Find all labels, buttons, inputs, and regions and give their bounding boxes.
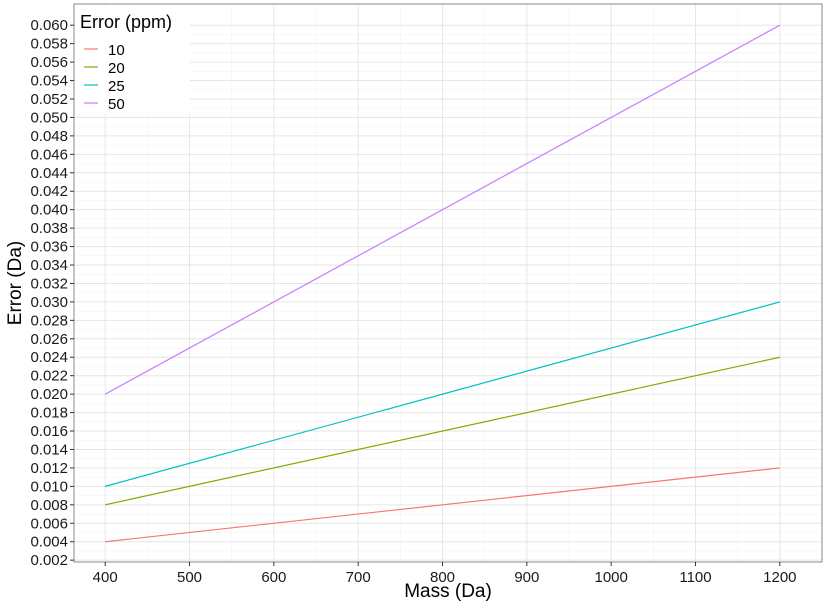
x-tick-label: 900 (514, 569, 539, 586)
y-tick-label: 0.002 (30, 552, 68, 569)
x-tick-label: 800 (430, 569, 455, 586)
y-tick-label: 0.054 (30, 73, 68, 90)
y-tick-label: 0.040 (30, 202, 68, 219)
y-tick-label: 0.012 (30, 460, 68, 477)
y-tick-label: 0.016 (30, 423, 68, 440)
y-tick-label: 0.018 (30, 405, 68, 422)
y-tick-label: 0.004 (30, 534, 68, 551)
legend-label-25: 25 (108, 78, 125, 95)
y-tick-label: 0.010 (30, 478, 68, 495)
y-tick-label: 0.006 (30, 515, 68, 532)
legend-background (76, 6, 190, 114)
y-tick-label: 0.028 (30, 312, 68, 329)
y-tick-label: 0.030 (30, 294, 68, 311)
y-tick-label: 0.014 (30, 441, 68, 458)
y-tick-label: 0.048 (30, 128, 68, 145)
y-tick-label: 0.008 (30, 497, 68, 514)
y-tick-label: 0.050 (30, 109, 68, 126)
y-tick-label: 0.042 (30, 183, 68, 200)
legend-title: Error (ppm) (80, 12, 172, 32)
x-tick-label: 1100 (679, 569, 711, 586)
y-axis-title: Error (Da) (5, 241, 26, 325)
y-tick-label: 0.038 (30, 220, 68, 237)
x-tick-label: 600 (261, 569, 286, 586)
x-tick-label: 700 (346, 569, 371, 586)
x-tick-label: 1200 (763, 569, 796, 586)
x-tick-label: 500 (177, 569, 202, 586)
y-tick-label: 0.034 (30, 257, 68, 274)
y-tick-label: 0.032 (30, 275, 68, 292)
y-tick-label: 0.044 (30, 165, 68, 182)
grid-lines (74, 4, 822, 562)
legend-label-20: 20 (108, 60, 125, 77)
y-tick-label: 0.058 (30, 36, 68, 53)
y-tick-label: 0.060 (30, 17, 68, 34)
legend-label-50: 50 (108, 96, 125, 113)
y-tick-label: 0.036 (30, 239, 68, 256)
y-tick-label: 0.052 (30, 91, 68, 108)
y-tick-label: 0.046 (30, 146, 68, 163)
series-line-50 (104, 24, 781, 395)
y-tick-label: 0.056 (30, 54, 68, 71)
series-lines (104, 24, 781, 543)
x-axis-title: Mass (Da) (404, 581, 492, 602)
legend-label-10: 10 (108, 42, 125, 59)
series-line-25 (105, 301, 780, 487)
y-tick-label: 0.020 (30, 386, 68, 403)
series-line-10 (105, 467, 780, 543)
series-line-20 (105, 356, 780, 506)
x-tick-label: 400 (93, 569, 118, 586)
x-tick-label: 1000 (594, 569, 627, 586)
y-tick-label: 0.026 (30, 331, 68, 348)
y-tick-label: 0.024 (30, 349, 68, 366)
y-tick-label: 0.022 (30, 368, 68, 385)
x-axis: 400 500 600 700 800 900 1000 1100 1200 (93, 562, 797, 586)
